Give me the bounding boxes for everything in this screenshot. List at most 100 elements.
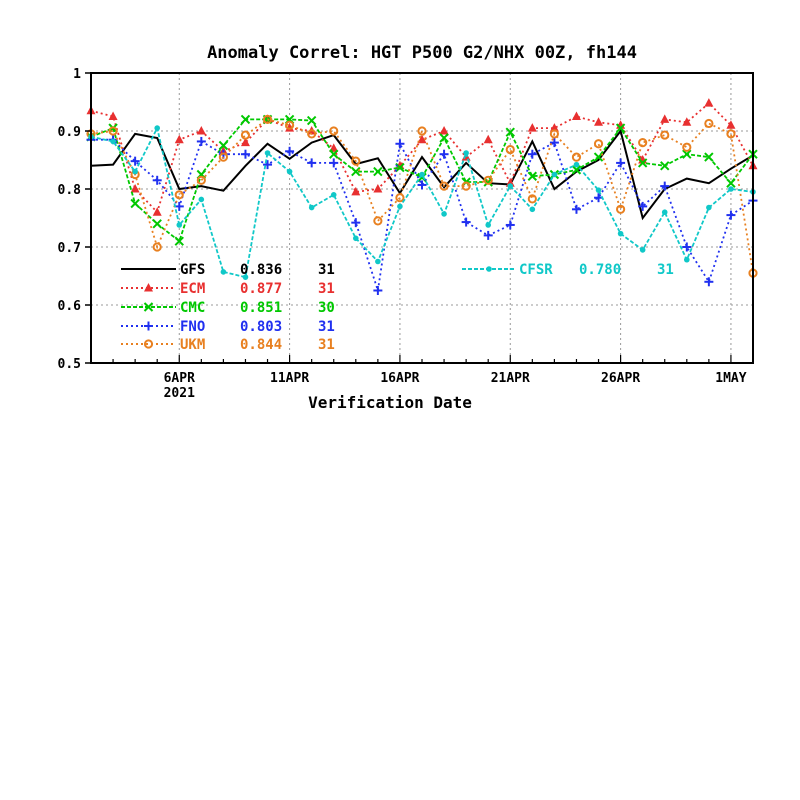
legend-item-fno: FNO 0.803 31 <box>121 319 335 335</box>
ukm-point <box>505 144 515 155</box>
cmc-point <box>726 178 736 188</box>
fno-point <box>549 138 559 148</box>
ukm-point <box>571 152 582 162</box>
legend-mean-ukm: 0.844 <box>240 337 282 353</box>
cfsr-point <box>264 150 271 156</box>
cfsr-point <box>661 209 668 215</box>
cmc-point <box>130 198 140 209</box>
fno-point <box>174 201 184 211</box>
marker-stroke <box>395 162 405 173</box>
cmc-point <box>660 161 670 171</box>
legend-mean-ecm: 0.877 <box>240 281 282 297</box>
legend-item-cmc: CMC 0.851 30 <box>121 300 335 316</box>
cfsr-point <box>463 150 469 156</box>
marker-stroke <box>615 123 626 133</box>
ecm-point <box>483 134 493 144</box>
cmc-point <box>240 114 251 125</box>
legend-marker-ukm <box>143 339 154 349</box>
fno-point <box>373 286 383 295</box>
cfsr-point <box>242 274 249 280</box>
marker-stroke <box>682 149 692 159</box>
ukm-point <box>218 152 228 162</box>
legend-item-ukm: UKM 0.844 31 <box>121 337 335 353</box>
cmc-point <box>152 219 162 229</box>
cmc-point <box>704 152 714 162</box>
cfsr-point <box>617 230 624 237</box>
cfsr-point <box>684 256 690 263</box>
cmc-point <box>571 165 582 175</box>
y-axis: 0.5 0.6 0.7 0.8 0.9 1 <box>58 67 91 372</box>
legend-name-cmc: CMC <box>180 300 205 316</box>
legend-name-cfsr: CFSR <box>519 262 553 278</box>
ukm-point <box>549 129 560 139</box>
ukm-point <box>262 114 273 125</box>
legend-marker-cmc <box>143 302 154 312</box>
ukm-point <box>108 126 118 136</box>
ecm-point <box>373 184 383 193</box>
legend-mean-fno: 0.803 <box>240 319 282 335</box>
ecm-point <box>108 111 118 120</box>
marker-stroke <box>351 166 361 177</box>
ukm-point <box>616 204 626 214</box>
cmc-point <box>373 166 383 177</box>
x-tick-label: 11APR <box>270 371 309 386</box>
cfsr-point <box>397 203 403 210</box>
y-tick-label: 1 <box>73 67 81 82</box>
ukm-point <box>285 120 295 130</box>
ukm-point <box>152 242 162 252</box>
marker-stroke <box>637 158 648 168</box>
y-tick-label: 0.5 <box>58 357 81 372</box>
legend-count-ukm: 31 <box>318 337 335 353</box>
ecm-point <box>527 123 537 132</box>
cmc-point <box>682 149 692 159</box>
cfsr-point <box>330 192 337 198</box>
gfs-line <box>90 128 754 221</box>
marker-stroke <box>306 115 317 126</box>
cfsr-point <box>639 247 646 253</box>
ecm-point <box>240 137 250 147</box>
marker-stroke <box>660 161 670 171</box>
legend-mean-cfsr: 0.780 <box>579 262 621 278</box>
ukm-point <box>682 142 692 152</box>
ukm-point <box>395 193 405 203</box>
cmc-point <box>527 171 538 181</box>
legend-mean-cmc: 0.851 <box>240 300 282 316</box>
marker-stroke <box>373 166 383 177</box>
ukm-point <box>483 175 493 185</box>
legend: GFS 0.836 31 ECM 0.877 31 CMC 0.851 30 FNO 0.803 31… <box>121 262 674 353</box>
fno-point <box>351 218 361 228</box>
cfsr-point <box>110 138 116 145</box>
x-tick-label: 26APR <box>601 371 640 386</box>
legend-item-cfsr: CFSR 0.780 31 <box>462 262 674 278</box>
cfsr-point <box>419 171 425 178</box>
fno-point <box>240 149 250 159</box>
ecm-point <box>395 160 405 170</box>
ukm-point <box>726 129 736 139</box>
ukm-point <box>196 175 206 185</box>
marker-stroke <box>527 171 538 181</box>
fno-point <box>152 175 162 185</box>
cfsr-point <box>308 204 315 211</box>
fno-point <box>527 149 537 159</box>
cmc-point <box>615 123 626 133</box>
x-tick-sublabel: 2021 <box>164 386 195 401</box>
y-tick-label: 0.9 <box>58 125 81 140</box>
cmc-point <box>637 158 648 168</box>
fno-point <box>682 242 692 252</box>
cmc-point <box>505 127 515 137</box>
legend-count-cfsr: 31 <box>657 262 674 278</box>
ecm-point <box>594 117 604 126</box>
cfsr-point <box>706 204 712 211</box>
legend-count-fno: 31 <box>318 319 335 335</box>
ecm-point <box>549 123 559 132</box>
ecm-point <box>417 134 427 144</box>
cmc-point <box>306 115 317 126</box>
cmc-point <box>218 140 229 151</box>
legend-name-ecm: ECM <box>180 281 205 297</box>
marker-stroke <box>704 152 714 162</box>
marker-stroke <box>726 178 736 188</box>
legend-name-fno: FNO <box>180 319 205 335</box>
series-cfsr <box>88 125 756 280</box>
